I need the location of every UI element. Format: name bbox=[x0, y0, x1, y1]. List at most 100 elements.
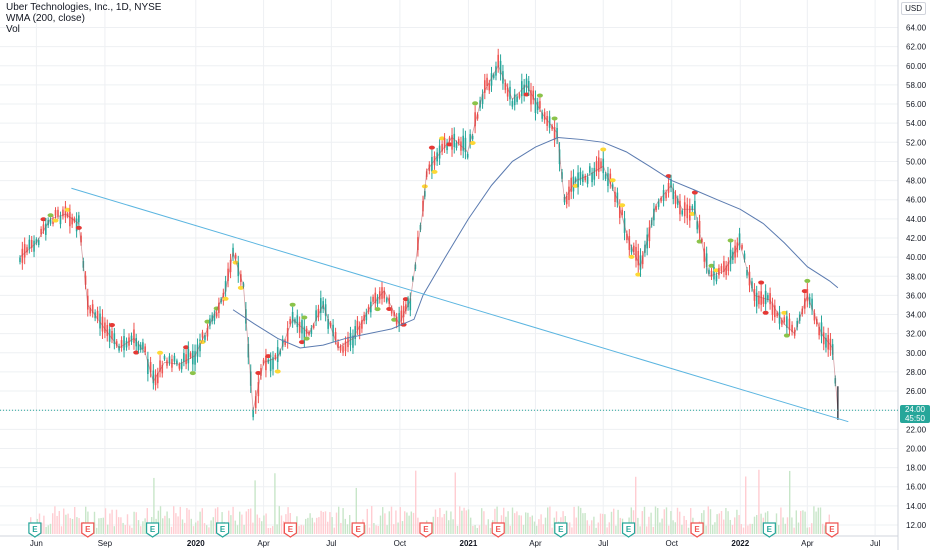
price-series-line bbox=[19, 64, 839, 411]
candle-body bbox=[525, 78, 528, 88]
candle-body bbox=[215, 312, 218, 317]
volume-bar bbox=[591, 520, 593, 534]
volume-bar bbox=[569, 522, 571, 534]
candle-body bbox=[609, 173, 612, 184]
volume-bar bbox=[758, 469, 760, 534]
volume-bar bbox=[239, 511, 241, 534]
candle-body bbox=[776, 312, 778, 317]
volume-bar bbox=[465, 510, 467, 534]
volume-bar bbox=[789, 470, 791, 534]
volume-bar bbox=[619, 517, 621, 534]
volume-bar bbox=[714, 522, 716, 534]
candle-body bbox=[111, 331, 113, 340]
volume-bar bbox=[184, 522, 186, 534]
volume-bar bbox=[208, 527, 210, 534]
candle-body bbox=[539, 101, 541, 109]
candle-body bbox=[385, 298, 388, 302]
candle-body bbox=[123, 336, 125, 351]
volume-bar bbox=[74, 506, 76, 534]
candle-body bbox=[23, 244, 26, 258]
signal-dot bbox=[40, 217, 47, 222]
volume-bar bbox=[782, 517, 784, 534]
candle-body bbox=[176, 360, 178, 365]
volume-bar bbox=[538, 519, 540, 534]
legend-symbol[interactable]: Uber Technologies, Inc., 1D, NYSE bbox=[6, 2, 162, 13]
volume-bar bbox=[186, 508, 188, 534]
volume-bar bbox=[630, 507, 632, 534]
candle-body bbox=[694, 200, 696, 214]
earnings-marker bbox=[621, 522, 636, 538]
volume-bar bbox=[412, 512, 415, 534]
volume-bar bbox=[386, 525, 388, 534]
volume-bar bbox=[815, 511, 817, 534]
candle-body bbox=[762, 297, 765, 304]
volume-bar bbox=[709, 509, 712, 534]
volume-bar bbox=[463, 507, 465, 534]
candle-body bbox=[455, 142, 458, 149]
candle-body bbox=[257, 382, 260, 397]
candle-body bbox=[125, 340, 128, 348]
candle-body bbox=[570, 177, 573, 192]
candle-body bbox=[157, 372, 159, 384]
candle-body bbox=[84, 275, 87, 285]
volume-bar bbox=[670, 511, 672, 534]
volume-bar bbox=[342, 508, 344, 534]
volume-bar bbox=[459, 506, 461, 534]
volume-bar bbox=[100, 517, 102, 534]
candle-body bbox=[579, 171, 582, 181]
candle-body bbox=[204, 335, 206, 340]
candle-body bbox=[64, 206, 67, 218]
candle-body bbox=[481, 94, 484, 104]
signal-dot bbox=[428, 145, 435, 150]
volume-bar bbox=[300, 524, 302, 534]
volume-bar bbox=[533, 521, 536, 534]
volume-bar bbox=[265, 513, 267, 534]
candle-body bbox=[252, 410, 254, 418]
volume-bar bbox=[382, 507, 384, 534]
candle-body bbox=[781, 319, 783, 325]
candle-body bbox=[710, 270, 713, 277]
volume-bar bbox=[731, 525, 734, 534]
earnings-marker-label: E bbox=[150, 525, 156, 534]
candle-body bbox=[534, 97, 537, 113]
y-tick-label: 38.00 bbox=[906, 272, 927, 281]
volume-bar bbox=[335, 512, 338, 534]
candle-body bbox=[113, 333, 116, 345]
volume-bar bbox=[685, 519, 687, 534]
volume-bar bbox=[124, 524, 126, 534]
candle-body bbox=[705, 253, 708, 267]
volume-bar bbox=[813, 506, 815, 534]
candle-body bbox=[390, 308, 393, 314]
earnings-marker bbox=[825, 522, 839, 538]
signal-dot bbox=[374, 307, 381, 312]
volume-bar bbox=[716, 514, 718, 534]
currency-label[interactable]: USD bbox=[901, 2, 926, 15]
candle-body bbox=[746, 269, 748, 276]
volume-bar bbox=[78, 518, 80, 534]
volume-bar bbox=[269, 527, 272, 534]
volume-bar bbox=[65, 514, 67, 534]
signal-dot bbox=[628, 254, 635, 259]
legend-vol[interactable]: Vol bbox=[6, 24, 20, 35]
candle-body bbox=[234, 254, 237, 259]
volume-bar bbox=[720, 510, 723, 534]
volume-bar bbox=[322, 511, 324, 534]
candle-body bbox=[152, 370, 155, 384]
candle-body bbox=[727, 261, 730, 271]
volume-bar bbox=[742, 527, 745, 534]
candle-body bbox=[133, 329, 135, 344]
candle-body bbox=[551, 125, 553, 130]
candle-body bbox=[209, 318, 211, 326]
candle-body bbox=[676, 198, 679, 205]
candle-body bbox=[59, 215, 62, 225]
legend-wma[interactable]: WMA (200, close) bbox=[6, 13, 85, 24]
candle-body bbox=[183, 353, 185, 362]
trendline bbox=[71, 187, 849, 423]
volume-bar bbox=[115, 509, 118, 534]
chart-legend: Uber Technologies, Inc., 1D, NYSE WMA (2… bbox=[6, 2, 161, 35]
candle-body bbox=[298, 321, 301, 333]
candle-body bbox=[513, 94, 516, 106]
candle-body bbox=[254, 396, 257, 408]
